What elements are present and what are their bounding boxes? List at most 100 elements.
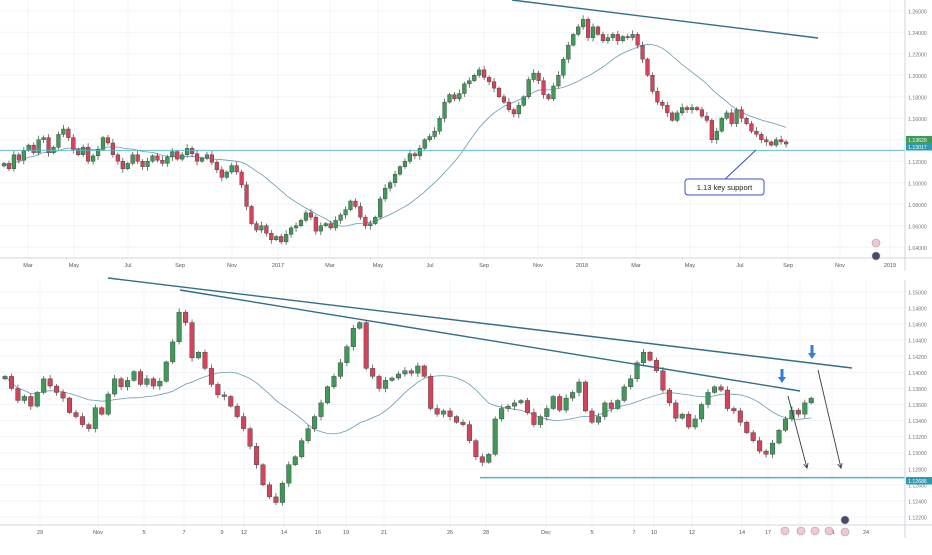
candle-body[interactable] bbox=[417, 148, 422, 157]
candle-body[interactable] bbox=[602, 402, 608, 417]
candle-body[interactable] bbox=[660, 370, 666, 391]
candle-body[interactable] bbox=[704, 115, 709, 121]
candle-body[interactable] bbox=[763, 450, 769, 455]
candle-body[interactable] bbox=[41, 378, 47, 393]
candle-body[interactable] bbox=[254, 223, 259, 231]
candle-body[interactable] bbox=[163, 361, 169, 382]
candle-body[interactable] bbox=[279, 483, 285, 503]
candle-body[interactable] bbox=[215, 384, 221, 396]
candle-body[interactable] bbox=[357, 322, 363, 329]
candle-body[interactable] bbox=[699, 404, 705, 420]
candle-body[interactable] bbox=[526, 79, 531, 97]
candle-body[interactable] bbox=[566, 44, 571, 60]
candle-body[interactable] bbox=[199, 157, 205, 162]
candle-body[interactable] bbox=[536, 72, 541, 81]
candle-body[interactable] bbox=[561, 58, 566, 76]
candle-body[interactable] bbox=[625, 36, 630, 38]
candle-body[interactable] bbox=[660, 101, 665, 106]
candle-body[interactable] bbox=[784, 141, 789, 145]
candle-body[interactable] bbox=[776, 430, 782, 444]
candle-body[interactable] bbox=[447, 410, 453, 417]
candle-body[interactable] bbox=[518, 400, 524, 404]
candle-body[interactable] bbox=[586, 19, 591, 38]
candle-body[interactable] bbox=[679, 413, 685, 419]
candle-body[interactable] bbox=[140, 161, 145, 167]
candle-body[interactable] bbox=[641, 352, 647, 363]
candle-body[interactable] bbox=[802, 402, 808, 415]
candle-body[interactable] bbox=[120, 161, 125, 169]
candle-body[interactable] bbox=[724, 389, 730, 409]
candle-body[interactable] bbox=[21, 150, 26, 161]
candle-body[interactable] bbox=[189, 322, 195, 359]
candle-body[interactable] bbox=[501, 96, 507, 103]
candle-body[interactable] bbox=[247, 428, 253, 447]
candle-body[interactable] bbox=[557, 396, 563, 411]
candle-body[interactable] bbox=[595, 26, 601, 35]
candle-body[interactable] bbox=[447, 94, 452, 103]
candle-body[interactable] bbox=[467, 80, 472, 85]
candle-body[interactable] bbox=[194, 153, 200, 162]
candle-body[interactable] bbox=[718, 386, 724, 391]
candle-body[interactable] bbox=[581, 19, 586, 28]
candle-body[interactable] bbox=[41, 137, 46, 140]
candle-body[interactable] bbox=[750, 432, 756, 441]
candle-body[interactable] bbox=[105, 137, 111, 144]
candle-body[interactable] bbox=[279, 236, 284, 243]
candle-body[interactable] bbox=[487, 77, 492, 82]
candle-body[interactable] bbox=[427, 136, 432, 140]
candle-body[interactable] bbox=[81, 147, 86, 155]
candle-body[interactable] bbox=[589, 410, 595, 423]
candle-body[interactable] bbox=[239, 171, 244, 186]
candle-body[interactable] bbox=[112, 378, 118, 395]
candle-body[interactable] bbox=[66, 128, 71, 138]
candle-body[interactable] bbox=[770, 442, 776, 455]
candle-body[interactable] bbox=[705, 392, 711, 405]
candle-body[interactable] bbox=[99, 407, 105, 415]
candle-body[interactable] bbox=[165, 156, 170, 164]
candle-body[interactable] bbox=[286, 464, 292, 484]
candle-body[interactable] bbox=[115, 154, 120, 162]
candle-body[interactable] bbox=[2, 376, 8, 380]
candle-body[interactable] bbox=[729, 112, 734, 124]
candle-body[interactable] bbox=[686, 413, 692, 428]
candle-body[interactable] bbox=[415, 365, 421, 374]
candle-body[interactable] bbox=[640, 44, 645, 60]
candle-body[interactable] bbox=[477, 69, 482, 76]
candle-body[interactable] bbox=[273, 496, 279, 503]
candle-body[interactable] bbox=[541, 80, 546, 95]
candle-body[interactable] bbox=[155, 155, 160, 161]
candle-body[interactable] bbox=[621, 386, 627, 401]
candle-body[interactable] bbox=[298, 220, 304, 226]
candle-body[interactable] bbox=[635, 34, 640, 46]
candle-body[interactable] bbox=[348, 200, 353, 210]
candle-body[interactable] bbox=[274, 236, 279, 240]
candle-body[interactable] bbox=[739, 109, 744, 119]
candle-body[interactable] bbox=[650, 75, 655, 92]
candle-body[interactable] bbox=[289, 227, 294, 235]
candle-body[interactable] bbox=[694, 107, 700, 110]
candle-body[interactable] bbox=[576, 381, 582, 393]
candle-body[interactable] bbox=[744, 118, 749, 124]
candle-body[interactable] bbox=[402, 370, 408, 375]
candle-body[interactable] bbox=[266, 484, 272, 498]
candle-body[interactable] bbox=[441, 410, 447, 415]
candle-body[interactable] bbox=[249, 206, 254, 224]
candle-body[interactable] bbox=[645, 58, 650, 76]
candle-body[interactable] bbox=[125, 380, 131, 388]
candle-body[interactable] bbox=[460, 421, 466, 425]
candle-body[interactable] bbox=[782, 418, 788, 431]
candle-body[interactable] bbox=[590, 26, 596, 38]
candle-body[interactable] bbox=[774, 139, 779, 146]
candle-body[interactable] bbox=[71, 137, 76, 150]
candle-body[interactable] bbox=[353, 200, 358, 207]
candle-body[interactable] bbox=[131, 371, 137, 381]
candle-body[interactable] bbox=[229, 165, 234, 173]
candle-body[interactable] bbox=[180, 154, 185, 160]
candle-body[interactable] bbox=[378, 198, 383, 218]
candle-body[interactable] bbox=[299, 440, 305, 457]
candle-body[interactable] bbox=[428, 376, 434, 409]
candle-body[interactable] bbox=[264, 225, 269, 234]
candle-body[interactable] bbox=[338, 214, 343, 221]
candle-body[interactable] bbox=[204, 154, 210, 159]
candle-body[interactable] bbox=[486, 454, 492, 463]
